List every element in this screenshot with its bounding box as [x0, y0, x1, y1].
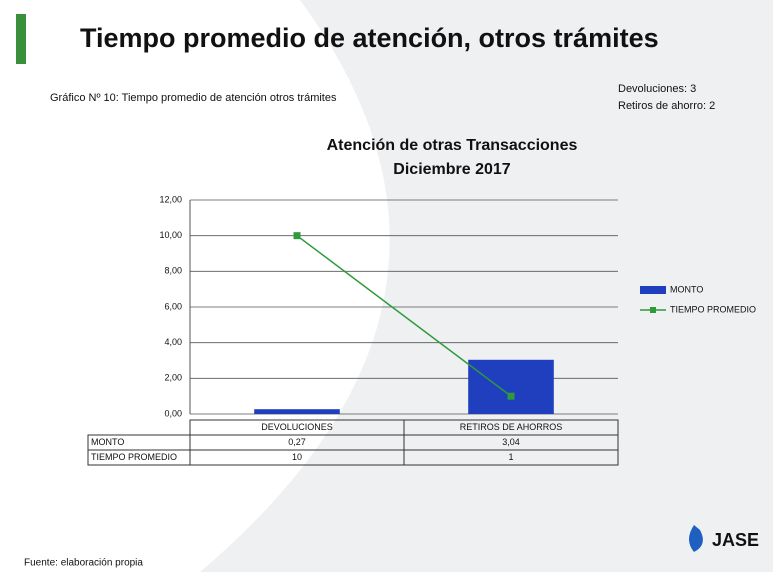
legend-swatch — [650, 307, 656, 313]
marker — [507, 392, 515, 400]
table-value: 1 — [508, 452, 513, 462]
logo-icon — [689, 525, 703, 552]
chart-subtitle: Diciembre 2017 — [393, 161, 511, 178]
y-tick-label: 12,00 — [159, 194, 182, 204]
row-label: TIEMPO PROMEDIO — [91, 452, 177, 462]
legend-swatch — [640, 286, 666, 294]
note: Devoluciones: 3 — [618, 83, 696, 95]
chart-title: Atención de otras Transacciones — [327, 137, 578, 154]
table-value: 10 — [292, 452, 302, 462]
note: Retiros de ahorro: 2 — [618, 100, 715, 112]
table-value: 3,04 — [502, 437, 520, 447]
slide-title: Tiempo promedio de atención, otros trámi… — [80, 23, 659, 53]
row-label: MONTO — [91, 437, 124, 447]
y-tick-label: 10,00 — [159, 230, 182, 240]
y-tick-label: 0,00 — [164, 408, 182, 418]
x-tick-label: RETIROS DE AHORROS — [460, 422, 563, 432]
table-value: 0,27 — [288, 437, 306, 447]
y-tick-label: 4,00 — [164, 337, 182, 347]
logo: JASE — [712, 530, 759, 550]
footer: Fuente: elaboración propia — [24, 558, 143, 569]
legend-label: MONTO — [670, 284, 703, 294]
background-shape — [200, 0, 773, 572]
y-tick-label: 8,00 — [164, 266, 182, 276]
bar — [254, 409, 340, 414]
accent-bar — [16, 14, 26, 64]
y-tick-label: 6,00 — [164, 301, 182, 311]
line — [296, 235, 512, 397]
x-tick-label: DEVOLUCIONES — [261, 422, 333, 432]
caption: Gráfico Nº 10: Tiempo promedio de atenci… — [50, 92, 337, 104]
legend-label: TIEMPO PROMEDIO — [670, 304, 756, 314]
marker — [293, 232, 301, 240]
bar — [468, 359, 554, 414]
y-tick-label: 2,00 — [164, 373, 182, 383]
